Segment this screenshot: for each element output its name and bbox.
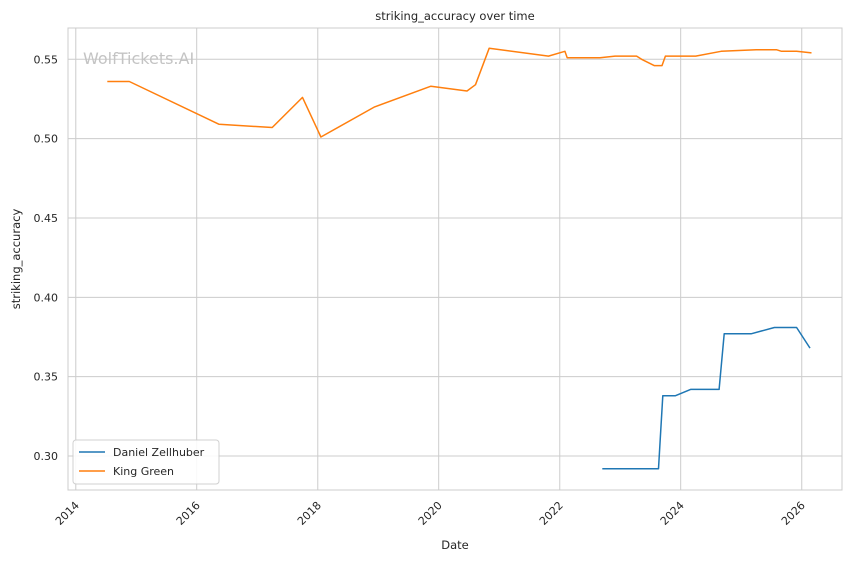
watermark: WolfTickets.AI	[83, 49, 194, 68]
legend-label-daniel-zellhuber: Daniel Zellhuber	[113, 446, 205, 459]
y-tick-label-0.55: 0.55	[34, 53, 59, 66]
y-tick-label-0.30: 0.30	[34, 450, 59, 463]
plot-frame	[67, 27, 843, 491]
legend: Daniel Zellhuber King Green	[72, 439, 220, 485]
y-tick-label-0.50: 0.50	[34, 133, 59, 146]
y-axis-label: striking_accuracy	[9, 209, 23, 310]
legend-box	[72, 439, 220, 485]
series-layer	[107, 47, 812, 470]
y-tick-label-0.40: 0.40	[34, 291, 59, 304]
series-line-king-green	[107, 47, 812, 138]
series-line-daniel-zellhuber	[602, 326, 811, 470]
y-tick-label-0.35: 0.35	[34, 371, 59, 384]
y-tick-label-0.45: 0.45	[34, 212, 59, 225]
x-axis-label: Date	[441, 538, 469, 552]
chart-title: striking_accuracy over time	[375, 9, 534, 23]
legend-label-king-green: King Green	[113, 465, 174, 478]
